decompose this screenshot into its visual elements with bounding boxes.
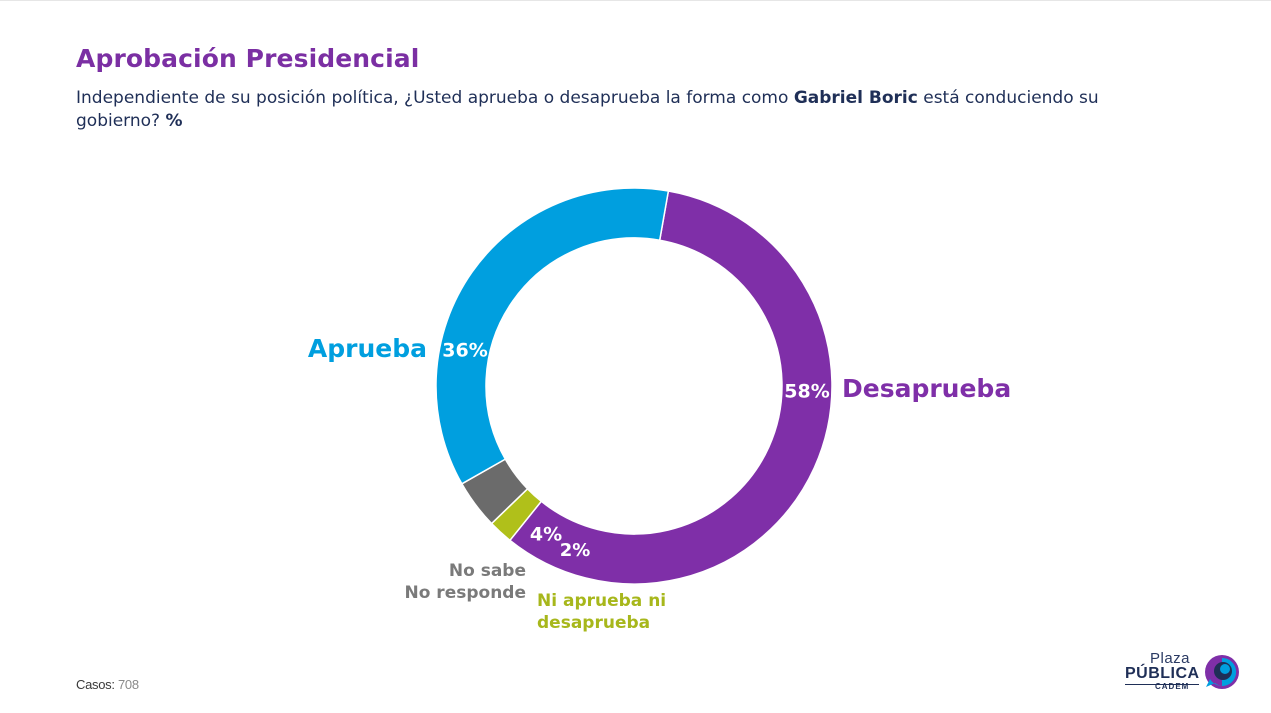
- donut-slice-desaprueba: [508, 190, 833, 585]
- speech-bubble-logo-icon: [1205, 655, 1239, 689]
- cases-value: 708: [117, 677, 139, 692]
- value-label-ni-aprueba-ni-desaprueba: 2%: [560, 540, 591, 561]
- logo-underline: [1125, 684, 1199, 685]
- subtitle-question-end: está conduciendo su gobierno?: [76, 88, 1099, 131]
- subtitle-unit: %: [165, 111, 183, 131]
- value-label-no-sabe-no-responde: 4%: [530, 524, 562, 546]
- page-title: Aprobación Presidencial: [76, 44, 420, 73]
- cases-separator: :: [111, 677, 118, 692]
- logo-line-publica: PÚBLICA: [1125, 665, 1200, 682]
- donut-slice-aprueba: [435, 187, 670, 485]
- category-label-no-sabe-no-responde: No sabe No responde: [404, 561, 526, 603]
- cases-footnote: Casos: 708: [76, 677, 139, 692]
- logo-line-cadem: CADEM: [1155, 682, 1190, 691]
- subtitle-question: Independiente de su posición política, ¿…: [76, 88, 794, 108]
- category-label-aprueba: Aprueba: [308, 334, 427, 363]
- cases-label: Casos: [76, 677, 112, 692]
- category-label-desaprueba: Desaprueba: [842, 374, 1011, 403]
- value-label-aprueba: 36%: [442, 340, 487, 362]
- value-label-desaprueba: 58%: [784, 381, 829, 403]
- logo-line-plaza: Plaza: [1150, 650, 1191, 667]
- category-label-ni-aprueba-ni-desaprueba: Ni aprueba ni desaprueba: [537, 591, 666, 633]
- subtitle-president-name: Gabriel Boric: [793, 88, 918, 108]
- top-divider: [0, 0, 1271, 1]
- chart-subtitle: Independiente de su posición política, ¿…: [76, 87, 1186, 133]
- plaza-publica-cadem-logo: Plaza PÚBLICA CADEM: [1120, 650, 1244, 695]
